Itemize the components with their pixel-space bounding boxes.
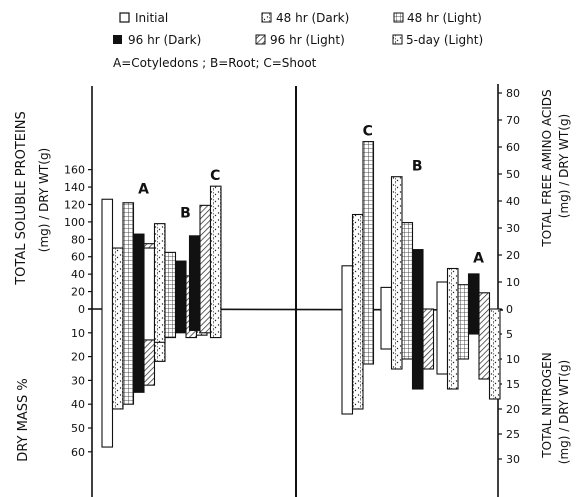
left-top-tick-label: 140 (64, 181, 85, 194)
right-top-tick-label: 0 (506, 303, 513, 316)
right-top-tick-label: 40 (506, 195, 520, 208)
right-bottom-tick-label: 5 (506, 328, 513, 341)
right-bottom-tick-label: 10 (506, 353, 520, 366)
left-bar-a-96h-dark (132, 233, 145, 393)
left-bottom-tick-label: 50 (71, 422, 85, 435)
right-bottom-axis-title: TOTAL NITROGEN (540, 352, 554, 458)
right-group-label: A (473, 251, 484, 267)
right-bottom-tick-label: 25 (506, 428, 520, 441)
left-top-tick-label: 40 (71, 268, 85, 281)
right-bottom-tick-label: 30 (506, 453, 520, 466)
right-group-label: B (412, 159, 423, 175)
right-top-axis-title: TOTAL FREE AMINO ACIDS (540, 89, 554, 247)
right-bar-b-initial (380, 286, 393, 350)
bars (101, 141, 501, 448)
right-bottom-axis-units: (mg) / DRY WT(g) (557, 360, 571, 464)
legend-swatch-48h-light (393, 12, 404, 23)
left-top-tick-label: 160 (64, 164, 85, 177)
legend-swatch-96h-light (255, 34, 266, 45)
left-bar-b-48h-dark (153, 223, 166, 343)
legend-label-48h-dark: 48 hr (Dark) (276, 11, 349, 25)
left-bar-b-initial (143, 247, 156, 341)
legend-swatch-48h-dark (261, 12, 272, 23)
right-bar-a-96h-dark (467, 273, 480, 335)
left-bottom-tick-label: 40 (71, 398, 85, 411)
right-bar-b-96h-dark (411, 249, 424, 390)
axis-ticks: 1601401201008060402001020304050608070605… (64, 87, 520, 466)
left-bar-a-48h-light (122, 202, 135, 405)
right-top-tick-label: 50 (506, 168, 520, 181)
left-bottom-tick-label: 10 (71, 327, 85, 340)
legend-key: A=Cotyledons ; B=Root; C=Shoot (113, 56, 317, 70)
left-group-label: C (210, 168, 220, 184)
left-top-tick-label: 100 (64, 216, 85, 229)
right-bar-b-48h-light (401, 222, 414, 360)
legend-label-96h-dark: 96 hr (Dark) (128, 33, 201, 47)
left-bar-a-48h-dark (111, 247, 124, 410)
right-top-tick-label: 70 (506, 114, 520, 127)
left-bottom-tick-label: 30 (71, 374, 85, 387)
legend-swatch-initial (119, 12, 130, 23)
legend-label-48h-light: 48 hr (Light) (407, 11, 482, 25)
left-bar-b-96h-dark (174, 260, 187, 334)
legend-label-initial: Initial (135, 11, 168, 25)
right-bottom-tick-label: 20 (506, 403, 520, 416)
legend-swatch-96h-dark (113, 35, 122, 44)
right-bar-a-96h-light (478, 292, 491, 380)
right-bottom-tick-label: 15 (506, 378, 520, 391)
left-bottom-tick-label: 60 (71, 446, 85, 459)
left-bar-c-96h-light (199, 204, 212, 334)
right-top-tick-label: 60 (506, 141, 520, 154)
right-bar-a-48h-dark (446, 267, 459, 390)
left-top-axis-title: TOTAL SOLUBLE PROTEINS (14, 111, 29, 286)
group-labels: A B C C B A (138, 124, 484, 267)
legend-swatch-5day-light (392, 34, 403, 45)
left-group-label: A (138, 181, 149, 197)
legend-label-5day-light: 5-day (Light) (406, 33, 483, 47)
left-top-axis-units: (mg) / DRY WT(g) (37, 148, 51, 252)
left-bottom-tick-label: 20 (71, 351, 85, 364)
right-bar-b-96h-light (422, 308, 435, 370)
right-bar-a-48h-light (457, 284, 470, 360)
right-bar-c-initial (341, 265, 354, 415)
right-top-axis-units: (mg) / DRY WT(g) (557, 114, 571, 218)
right-top-tick-label: 10 (506, 276, 520, 289)
right-top-tick-label: 20 (506, 249, 520, 262)
right-bar-a-initial (436, 281, 449, 375)
right-bar-a-5day-light (488, 308, 501, 400)
right-bar-b-48h-dark (390, 176, 403, 370)
left-top-tick-label: 20 (71, 286, 85, 299)
right-top-tick-label: 80 (506, 87, 520, 100)
left-top-tick-label: 80 (71, 233, 85, 246)
left-top-tick-label: 120 (64, 198, 85, 211)
left-bottom-axis-title: DRY MASS % (16, 378, 31, 461)
right-bar-c-48h-dark (351, 213, 364, 410)
left-bar-c-5day-light (209, 185, 222, 339)
left-bar-b-48h-light (164, 251, 177, 339)
left-bar-a-initial (101, 198, 114, 448)
left-top-tick-label: 0 (78, 303, 85, 316)
legend: Initial 48 hr (Dark) 48 hr (Light) 96 hr… (113, 11, 483, 70)
left-bar-c-96h-dark (188, 235, 201, 331)
left-top-tick-label: 60 (71, 251, 85, 264)
left-group-label: B (180, 206, 191, 222)
right-bar-c-48h-light (362, 141, 375, 365)
legend-label-96h-light: 96 hr (Light) (270, 33, 345, 47)
right-group-label: C (363, 124, 373, 140)
right-top-tick-label: 30 (506, 222, 520, 235)
